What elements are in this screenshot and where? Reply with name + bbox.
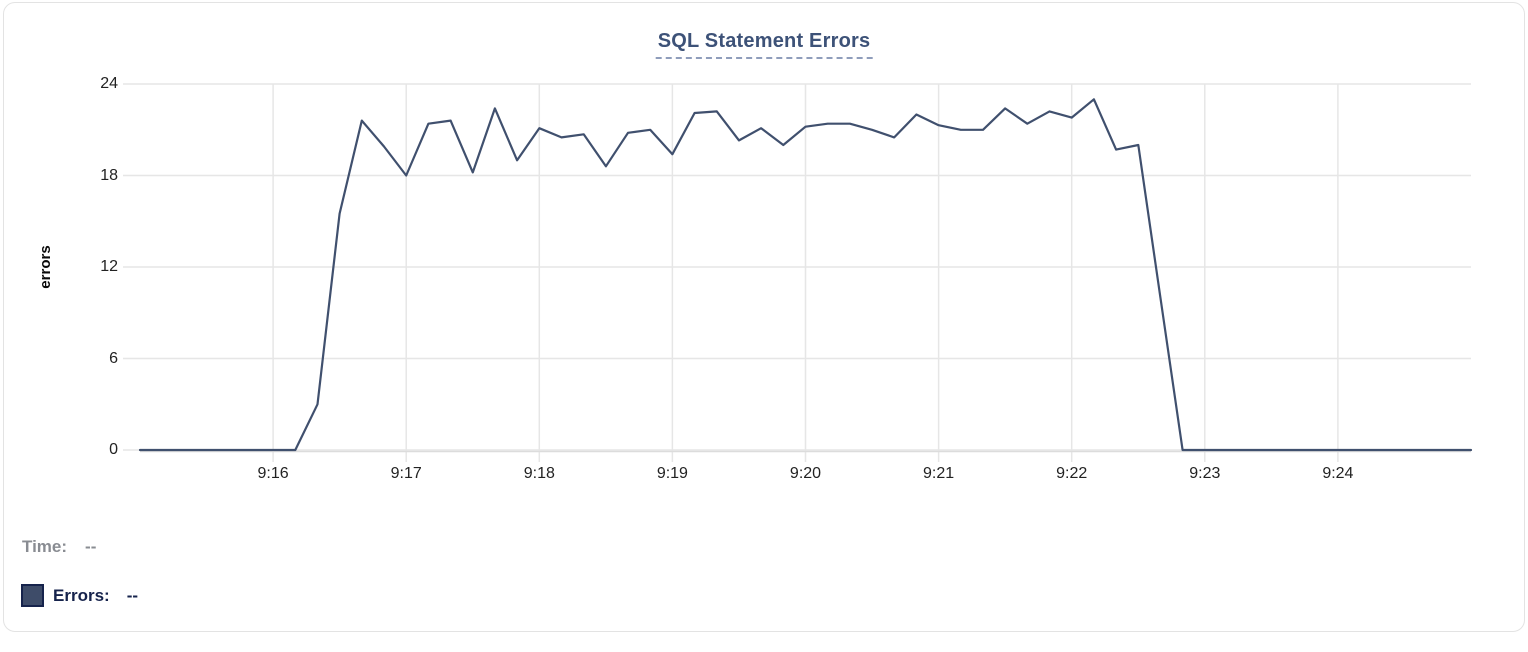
x-tick-label: 9:23: [1189, 465, 1221, 482]
x-tick-label: 9:20: [789, 465, 822, 482]
y-tick-label: 24: [100, 75, 118, 92]
x-tick-label: 9:21: [923, 465, 955, 482]
legend-item-errors[interactable]: Errors: --: [21, 584, 138, 607]
x-tick-label: 9:17: [390, 465, 422, 482]
y-tick-label: 18: [100, 166, 118, 184]
x-tick-label: 9:22: [1056, 465, 1088, 482]
x-tick-label: 9:16: [257, 465, 289, 482]
y-tick-label: 0: [109, 441, 118, 458]
y-tick-label: 12: [100, 258, 118, 275]
errors-label: Errors:: [53, 585, 110, 605]
errors-value: --: [126, 585, 139, 605]
x-tick-label: 9:18: [523, 465, 555, 482]
y-tick-label: 6: [109, 349, 118, 367]
chart-card: [3, 2, 1525, 632]
errors-series-swatch: [21, 584, 44, 607]
readout-time: Time: --: [22, 537, 96, 557]
x-tick-label: 9:19: [656, 465, 688, 482]
time-value: --: [85, 537, 97, 556]
x-tick-label: 9:24: [1322, 465, 1354, 482]
y-axis-label: errors: [37, 245, 54, 289]
errors-line-chart: [123, 83, 1473, 462]
time-label: Time:: [22, 537, 68, 556]
chart-title-link[interactable]: SQL Statement Errors: [655, 30, 873, 59]
